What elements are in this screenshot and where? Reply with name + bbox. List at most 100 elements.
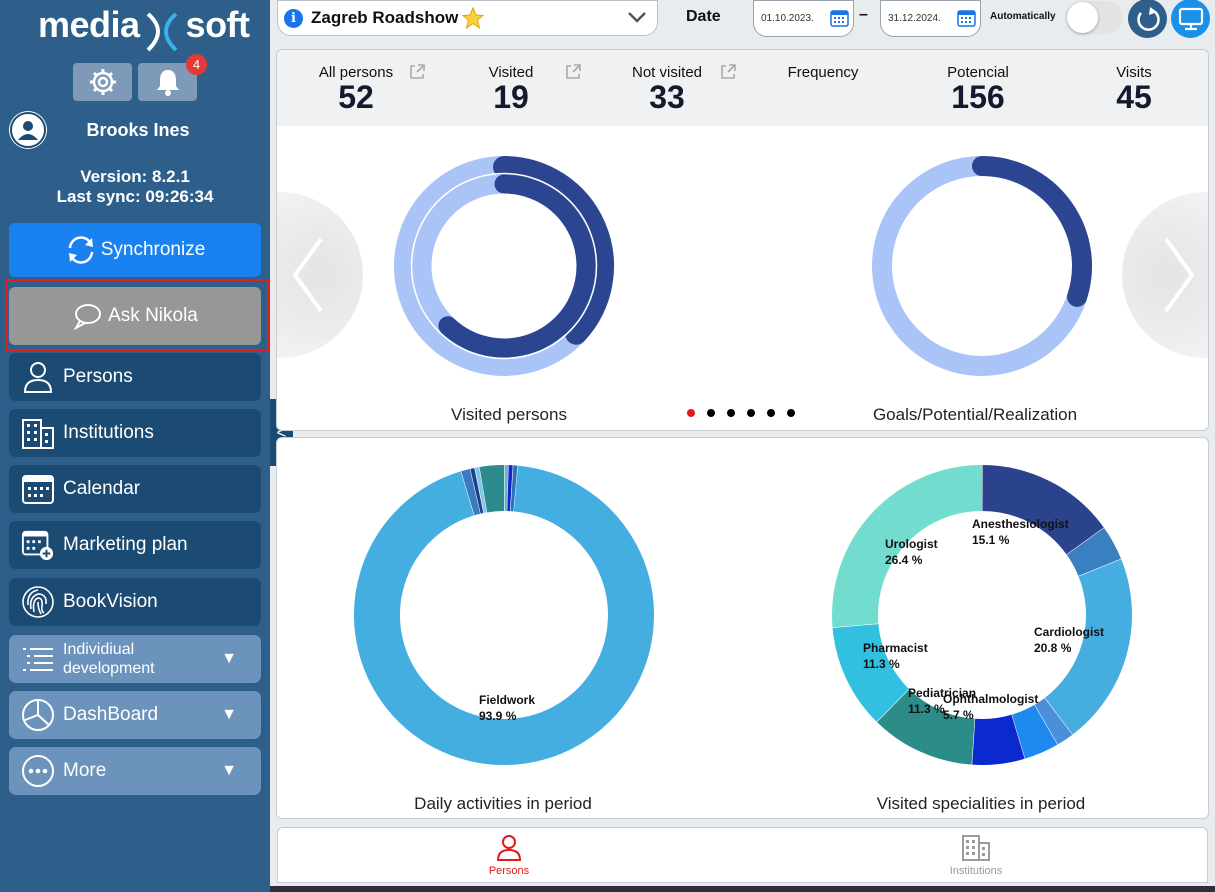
sidebar-item-bookvision[interactable]: BookVision	[9, 578, 261, 626]
pagination-dot[interactable]	[747, 409, 755, 417]
event-selector[interactable]: i Zagreb Roadshow	[277, 0, 658, 36]
daily-activities-caption: Daily activities in period	[414, 794, 592, 813]
pagination-dot[interactable]	[767, 409, 775, 417]
pagination-dot[interactable]	[707, 409, 715, 417]
bell-icon	[156, 70, 179, 96]
ask-nikola-highlight	[5, 279, 269, 351]
donut-slice	[1066, 527, 1122, 577]
automatically-toggle[interactable]	[1066, 1, 1123, 34]
specialities-chart	[832, 464, 1132, 766]
stat-label: Visits	[1116, 64, 1152, 81]
label-line-1: Individiual	[63, 641, 135, 658]
carousel-pagination	[687, 409, 795, 417]
segment-label-cardiologist: Cardiologist 20.8 %	[1034, 624, 1104, 656]
donut-slice	[972, 714, 1026, 765]
external-link-icon[interactable]	[564, 63, 582, 81]
calendar-icon[interactable]	[830, 10, 849, 27]
segment-name: Ophthalmologist	[943, 692, 1039, 706]
settings-button[interactable]	[73, 63, 132, 101]
calendar-icon	[21, 472, 55, 506]
stat-all-persons[interactable]: All persons 52	[286, 50, 426, 116]
visited-persons-caption: Visited persons	[451, 405, 567, 424]
calendar-icon[interactable]	[957, 10, 976, 27]
stat-visits[interactable]: Visits 45	[1064, 50, 1204, 116]
building-icon	[962, 835, 990, 861]
stat-value: 19	[493, 79, 529, 115]
event-title: Zagreb Roadshow	[311, 8, 459, 27]
user-name: Brooks Ines	[86, 120, 190, 140]
donut-slice	[1034, 697, 1073, 745]
pagination-dot[interactable]	[727, 409, 735, 417]
external-link-icon[interactable]	[719, 63, 737, 81]
gear-icon	[89, 69, 116, 95]
segment-percent: 93.9 %	[479, 709, 517, 723]
sidebar-item-label: Persons	[63, 366, 133, 387]
logo: media soft	[38, 4, 250, 46]
monitor-icon	[1178, 7, 1203, 30]
donut-slice	[354, 465, 654, 765]
caret-down-icon: ▼	[221, 706, 237, 723]
date-to-field[interactable]: 31.12.2024.	[880, 0, 981, 37]
segment-name: Pediatrician	[908, 686, 977, 700]
donut-slice	[478, 465, 505, 513]
version-text: Version: 8.2.1	[80, 167, 190, 186]
sidebar-item-dashboard[interactable]: DashBoard ▼	[9, 691, 261, 739]
stat-label: All persons	[318, 64, 394, 81]
person-icon	[21, 360, 55, 394]
daily-activities-chart	[354, 464, 654, 765]
sidebar-item-persons[interactable]: Persons	[9, 353, 261, 401]
date-separator: –	[859, 6, 868, 23]
bottom-strip	[270, 886, 1215, 892]
avatar[interactable]	[9, 111, 47, 149]
donut-slice	[832, 465, 983, 628]
synchronize-button[interactable]: Synchronize	[9, 223, 261, 277]
segment-name: Anesthesiologist	[972, 517, 1069, 531]
pagination-dot[interactable]	[687, 409, 695, 417]
calendar-plus-icon	[21, 528, 55, 562]
sync-icon	[68, 236, 93, 264]
date-to-value: 31.12.2024.	[888, 13, 941, 24]
chat-bubble-icon	[73, 304, 102, 330]
synchronize-label: Synchronize	[100, 239, 206, 260]
info-icon[interactable]: i	[284, 8, 303, 28]
segment-name: Pharmacist	[863, 641, 928, 655]
sidebar-item-institutions[interactable]: Institutions	[9, 409, 261, 457]
sidebar-item-marketing-plan[interactable]: Marketing plan	[9, 521, 261, 569]
segment-percent: 26.4 %	[885, 553, 923, 567]
monitor-button[interactable]	[1171, 0, 1210, 38]
ring-divider	[410, 172, 598, 360]
sidebar-item-more[interactable]: More ▼	[9, 747, 261, 795]
donut-slice	[469, 467, 484, 514]
sidebar-item-label: More	[63, 760, 107, 781]
external-link-icon[interactable]	[408, 63, 426, 81]
sidebar-item-label: Marketing plan	[63, 534, 188, 555]
tab-persons[interactable]: Persons	[449, 834, 569, 877]
sidebar: media soft 4	[0, 0, 270, 892]
tab-institutions[interactable]: Institutions	[916, 834, 1036, 877]
sidebar-item-label: Calendar	[63, 478, 141, 499]
specialities-caption: Visited specialities in period	[876, 794, 1086, 813]
date-label: Date	[686, 8, 721, 25]
segment-label-pharmacist: Pharmacist 11.3 %	[863, 640, 928, 672]
stat-not-visited[interactable]: Not visited 33	[597, 50, 737, 116]
stat-frequency[interactable]: Frequency	[753, 50, 893, 81]
segment-name: Urologist	[885, 537, 938, 551]
stat-label: Visited	[488, 64, 534, 81]
refresh-button[interactable]	[1128, 0, 1167, 38]
segment-percent: 11.3 %	[908, 702, 945, 716]
goals-chart	[872, 156, 1092, 376]
ask-nikola-button[interactable]: Ask Nikola	[9, 287, 261, 345]
segment-percent: 15.1 %	[972, 533, 1010, 547]
date-from-field[interactable]: 01.10.2023.	[753, 0, 854, 37]
ring-progress	[438, 174, 596, 358]
sidebar-item-calendar[interactable]: Calendar	[9, 465, 261, 513]
donut-slice	[981, 465, 1104, 555]
segment-name: Fieldwork	[479, 693, 536, 707]
donut-slice	[877, 688, 976, 765]
pagination-dot[interactable]	[787, 409, 795, 417]
stat-potencial[interactable]: Potencial 156	[908, 50, 1048, 116]
refresh-icon	[1136, 6, 1160, 31]
logo-mark-icon	[146, 12, 178, 52]
stat-visited[interactable]: Visited 19	[441, 50, 581, 116]
sidebar-item-individual-development[interactable]: Individiual development ▼	[9, 635, 261, 683]
